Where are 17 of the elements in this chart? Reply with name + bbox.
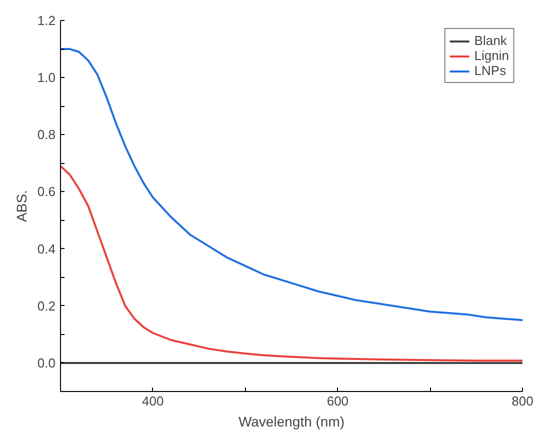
x-axis-title: Wavelength (nm) xyxy=(238,414,345,430)
y-tick-label: 1.0 xyxy=(37,70,56,86)
legend-label: LNPs xyxy=(474,63,506,78)
y-axis-title: ABS. xyxy=(13,190,30,222)
y-tick-label: 0.4 xyxy=(37,241,56,256)
legend-label: Blank xyxy=(474,33,507,48)
y-tick-label: 0.2 xyxy=(37,298,56,314)
y-tick-label: 0.0 xyxy=(37,355,56,370)
x-tick-label: 800 xyxy=(512,394,534,408)
x-tick-label: 600 xyxy=(326,394,349,408)
y-tick-label: 0.6 xyxy=(37,184,56,200)
legend-label: Lignin xyxy=(474,48,509,63)
y-tick-label: 1.2 xyxy=(37,13,56,28)
line-series xyxy=(60,48,522,322)
y-tick-label: 0.8 xyxy=(37,127,56,142)
x-tick-label: 400 xyxy=(142,394,164,408)
line-series xyxy=(60,165,522,362)
